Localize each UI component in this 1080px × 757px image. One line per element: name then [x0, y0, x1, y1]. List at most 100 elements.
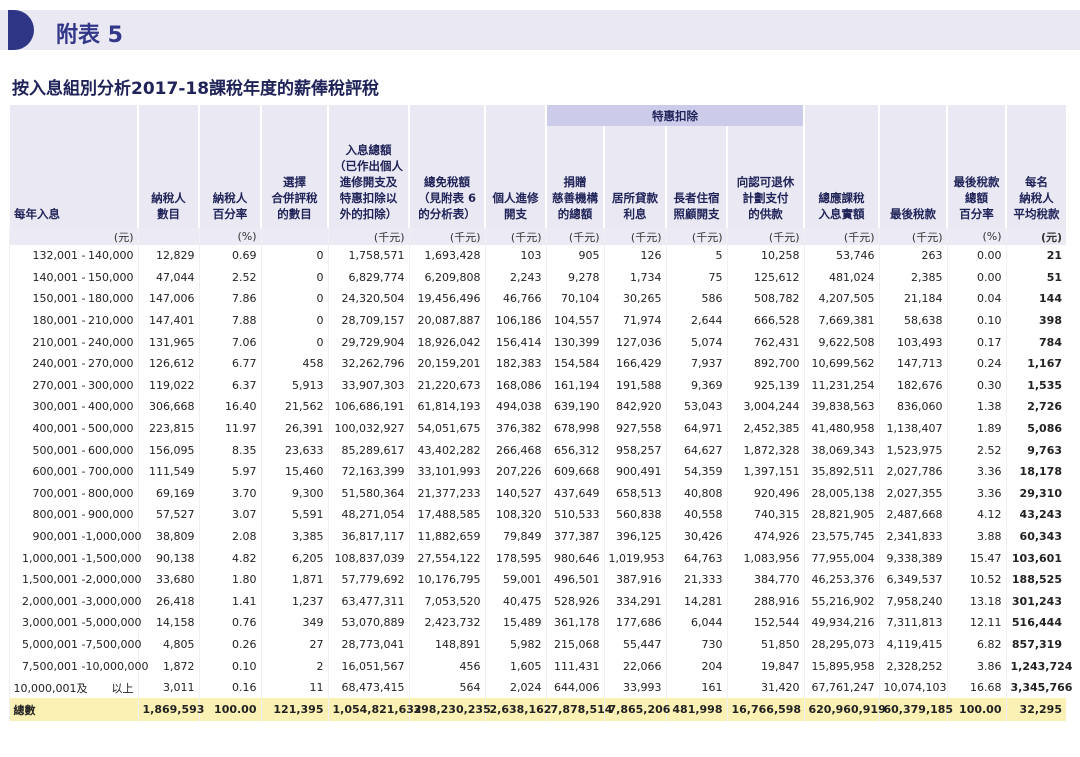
cell: 678,998 — [545, 417, 604, 440]
cell: 53,043 — [665, 396, 727, 418]
range-from: 10,000,001及 — [13, 681, 88, 695]
income-range: 400,001 -500,000 — [8, 417, 138, 440]
cell: 0.10 — [946, 309, 1006, 332]
range-to: 140,000 — [88, 249, 134, 263]
cell: 140,527 — [484, 482, 546, 505]
cell: 72,163,399 — [327, 460, 409, 483]
cell: 90,138 — [137, 547, 199, 569]
cell: 0.00 — [946, 245, 1006, 267]
cell: 1,237 — [260, 590, 328, 613]
cell: 9,369 — [665, 374, 727, 397]
data-row: 10,000,001及 以上 3,011 0.16 11 68,473,415 564 2,0… — [8, 676, 1072, 699]
cell: 334,291 — [603, 590, 666, 613]
income-range: 7,500,001 -10,000,000 — [8, 655, 148, 677]
cell: 57,527 — [137, 504, 199, 526]
cell: 2,341,833 — [878, 525, 947, 548]
range-from: 500,001 - — [32, 443, 86, 457]
range-to: 2,000,000 — [85, 573, 142, 587]
total-cell: 481,998 — [665, 698, 727, 722]
cell: 1,872,328 — [726, 439, 804, 461]
column-header: 入息總額 （已作出個人 進修開支及 特惠扣除以 外的扣除） — [327, 105, 409, 228]
cell: 51 — [1005, 266, 1066, 289]
cell: 2,027,786 — [878, 460, 947, 483]
range-to: 5,000,000 — [85, 616, 142, 630]
column-header: 居所貸款 利息 — [603, 126, 666, 228]
column-header: 總應課稅 入息實額 — [803, 105, 879, 228]
cell: 361,178 — [545, 612, 604, 634]
cell: 0.17 — [946, 331, 1006, 353]
column-header: 總免稅額 （見附表 6 的分析表） — [408, 105, 485, 228]
cell: 11.97 — [198, 417, 261, 440]
income-range: 2,000,001 -3,000,000 — [8, 590, 141, 613]
cell: 666,528 — [726, 309, 804, 332]
cell: 46,253,376 — [803, 568, 879, 591]
cell: 19,847 — [726, 655, 804, 677]
cell: 156,414 — [484, 331, 546, 353]
income-range: 132,001 -140,000 — [8, 245, 138, 267]
unit-cell: (千元) — [803, 228, 879, 245]
cell: 31,420 — [726, 676, 804, 699]
cell: 16.68 — [946, 676, 1006, 699]
cell: 43,243 — [1005, 504, 1066, 526]
cell: 27 — [260, 633, 328, 656]
total-cell: 16,766,598 — [726, 698, 804, 722]
cell: 15,489 — [484, 612, 546, 634]
cell: 7,053,520 — [408, 590, 485, 613]
cell: 53,070,889 — [327, 612, 409, 634]
cell: 2,644 — [665, 309, 727, 332]
cell: 38,069,343 — [803, 439, 879, 461]
cell: 4,207,505 — [803, 288, 879, 310]
cell: 11 — [260, 676, 328, 699]
range-from: 3,000,001 - — [22, 616, 86, 630]
unit-cell: (千元) — [484, 228, 546, 245]
unit-cell: (千元) — [878, 228, 947, 245]
cell: 26,418 — [137, 590, 199, 613]
data-row: 1,500,001 -2,000,000 33,680 1.80 1,871 57,77… — [8, 568, 1066, 591]
unit-cell: (元) — [1005, 228, 1066, 245]
cell: 177,686 — [603, 612, 666, 634]
cell: 63,477,311 — [327, 590, 409, 613]
cell: 6,044 — [665, 612, 727, 634]
cell: 4.12 — [946, 504, 1006, 526]
cell: 2,423,732 — [408, 612, 485, 634]
cell: 46,766 — [484, 288, 546, 310]
range-to: 150,000 — [88, 270, 134, 284]
cell: 3,345,766 — [1005, 676, 1072, 699]
cell: 53,746 — [803, 245, 879, 267]
unit-cell — [137, 228, 199, 245]
cell: 168,086 — [484, 374, 546, 397]
header-bar: 附表 5 — [0, 10, 1080, 50]
cell: 2.52 — [198, 266, 261, 289]
cell: 12,829 — [137, 245, 199, 267]
income-range: 5,000,001 -7,500,000 — [8, 633, 141, 656]
cell: 61,814,193 — [408, 396, 485, 418]
data-row: 140,001 -150,000 47,044 2.52 0 6,829,774 6,20… — [8, 266, 1066, 289]
unit-cell: (%) — [946, 228, 1006, 245]
cell: 148,891 — [408, 633, 485, 656]
data-row: 1,000,001 -1,500,000 90,138 4.82 6,205 108,8… — [8, 547, 1066, 569]
cell: 7,311,813 — [878, 612, 947, 634]
cell: 1,138,407 — [878, 417, 947, 440]
cell: 3.88 — [946, 525, 1006, 548]
table-body: (元) (%) (千元) (千元) (千元) (千元) (千元) (千元) (千元) (千元) (千… — [8, 228, 1072, 722]
cell: 77,955,004 — [803, 547, 879, 569]
column-header: 個人進修 開支 — [484, 105, 546, 228]
total-cell: 60,379,185 — [878, 698, 953, 722]
cell: 7.06 — [198, 331, 261, 353]
data-row: 132,001 -140,000 12,829 0.69 0 1,758,571 1,69… — [8, 245, 1066, 267]
cell: 564 — [408, 676, 485, 699]
cell: 108,837,039 — [327, 547, 409, 569]
cell: 762,431 — [726, 331, 804, 353]
cell: 8.35 — [198, 439, 261, 461]
cell: 905 — [545, 245, 604, 267]
cell: 496,501 — [545, 568, 604, 591]
cell: 458 — [260, 352, 328, 375]
cell: 3.86 — [946, 655, 1006, 677]
cell: 126,612 — [137, 352, 199, 375]
cell: 100,032,927 — [327, 417, 409, 440]
cell: 3.36 — [946, 460, 1006, 483]
cell: 11,231,254 — [803, 374, 879, 397]
cell: 842,920 — [603, 396, 666, 418]
unit-cell: (%) — [198, 228, 261, 245]
